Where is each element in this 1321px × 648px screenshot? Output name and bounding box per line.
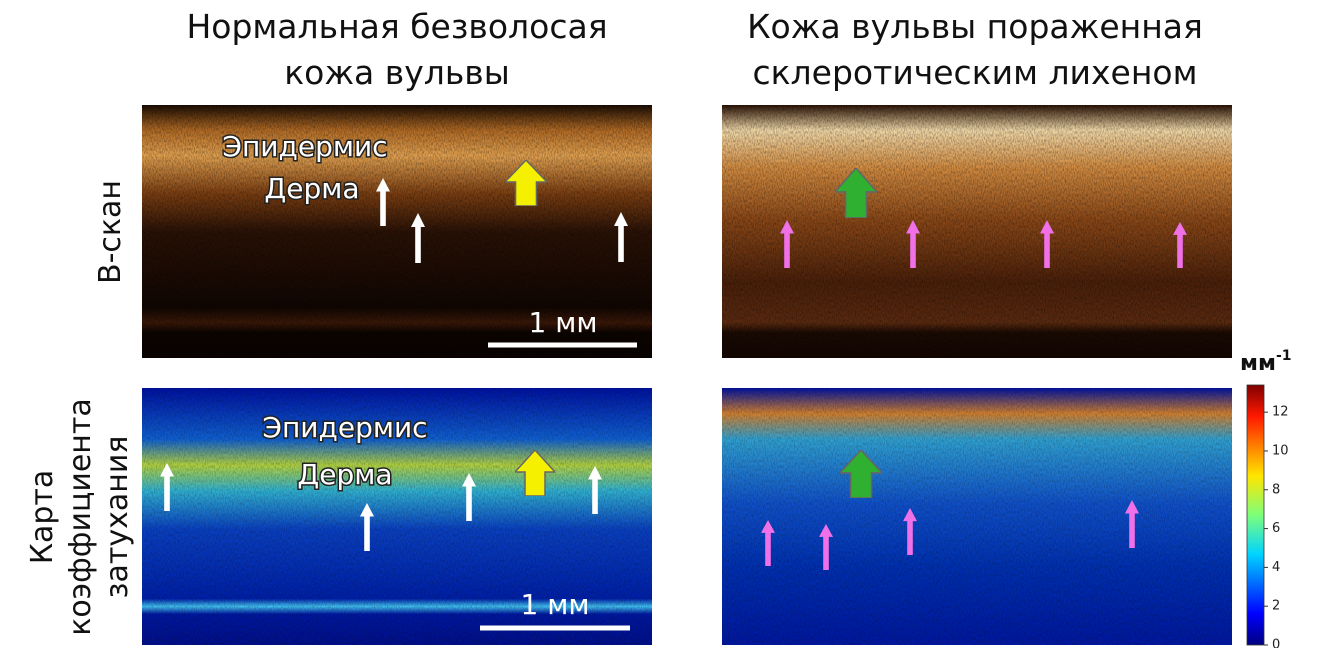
annotation: Дерма xyxy=(264,172,359,205)
annotation: Эпидермис xyxy=(222,130,387,163)
colorbar xyxy=(1247,385,1264,645)
row-label: коэффициента xyxy=(63,398,98,636)
column-title: Кожа вульвы пораженная xyxy=(747,7,1203,46)
annotation: Дерма xyxy=(297,458,392,491)
row-label: В-скан xyxy=(93,180,128,284)
tick-label: 6 xyxy=(1272,521,1280,536)
colorbar-ticks: 0 2 4 6 8 10 12 xyxy=(1264,405,1289,648)
row-label: затухания xyxy=(100,436,135,599)
scale-label: 1 мм xyxy=(521,588,590,621)
column-title: кожа вульвы xyxy=(284,53,510,92)
unit: мм xyxy=(1240,351,1276,376)
bscan-lichen xyxy=(722,105,1232,358)
figure: Нормальная безволосая кожа вульвы Кожа в… xyxy=(0,0,1321,648)
colorbar-unit: мм-1 xyxy=(1240,348,1292,376)
tick-label: 8 xyxy=(1272,482,1280,497)
column-title: Нормальная безволосая xyxy=(186,7,607,46)
tick-label: 2 xyxy=(1272,599,1280,614)
tick-label: 4 xyxy=(1272,560,1280,575)
tick-label: 12 xyxy=(1272,405,1289,420)
scale-label: 1 мм xyxy=(529,306,598,339)
unit-sup: -1 xyxy=(1276,348,1292,364)
map-lichen xyxy=(722,388,1232,645)
row-label: Карта xyxy=(25,470,60,565)
tick-label: 10 xyxy=(1272,443,1289,458)
column-title: склеротическим лихеном xyxy=(752,53,1197,92)
annotation: Эпидермис xyxy=(262,411,427,444)
tick-label: 0 xyxy=(1272,638,1280,648)
